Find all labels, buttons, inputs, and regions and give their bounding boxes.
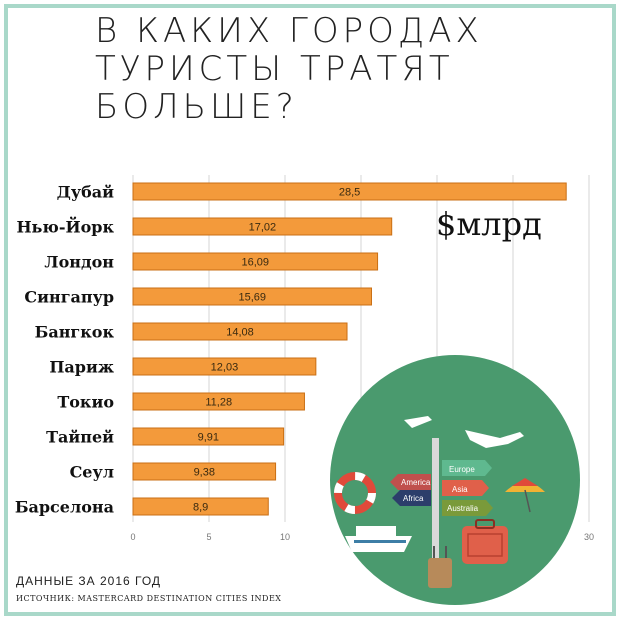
category-label: Дубай (57, 183, 115, 202)
cruise-ship-icon (345, 526, 412, 552)
category-labels: Дубай Нью-Йорк Лондон Сингапур Бангкок Париж Т… (15, 183, 115, 517)
sign-europe: Europe (449, 465, 475, 474)
category-label: Сингапур (24, 288, 114, 307)
suitcase-icon (462, 519, 508, 564)
bar (132, 252, 379, 271)
bar-value-label: 11,28 (205, 397, 232, 409)
sign-asia: Asia (452, 485, 468, 494)
sign-australia: Australia (447, 504, 479, 513)
category-label: Лондон (44, 253, 114, 272)
trolley-bag-icon (428, 546, 452, 588)
bar (132, 287, 372, 306)
airplane-icon (404, 416, 524, 448)
x-axis-ticks: 0 5 10 30 (130, 532, 594, 542)
title-line-3: БОЛЬШЕ? (95, 87, 298, 127)
bar (132, 462, 277, 481)
page-frame (4, 4, 616, 616)
category-label: Париж (49, 358, 114, 377)
title-line-1: В КАКИХ ГОРОДАХ (95, 11, 483, 51)
bar-value-label: 12,03 (211, 362, 239, 374)
bar (132, 217, 393, 236)
signpost: Europe America Asia Africa Australia (390, 438, 493, 558)
x-tick-label: 0 (130, 532, 135, 542)
sign-america: America (401, 478, 431, 487)
source-note: ИСТОЧНИК: MASTERCARD DESTINATION CITIES … (16, 594, 282, 603)
bar-value-label: 14,08 (226, 327, 254, 339)
x-tick-label: 30 (584, 532, 594, 542)
data-period-note: ДАННЫЕ ЗА 2016 ГОД (16, 574, 162, 588)
chart-title: В КАКИХ ГОРОДАХ ТУРИСТЫ ТРАТЯТ БОЛЬШЕ? (95, 12, 483, 126)
x-tick-label: 10 (280, 532, 290, 542)
bar-value-label: 15,69 (238, 292, 266, 304)
category-label: Барселона (15, 498, 114, 517)
bar (132, 357, 317, 376)
bar-value-label: 9,38 (194, 467, 215, 479)
bar-value-label: 16,09 (242, 257, 270, 269)
bar (132, 322, 348, 341)
umbrella-icon (505, 478, 545, 513)
category-label: Токио (57, 393, 114, 412)
bar (132, 427, 285, 446)
category-label: Бангкок (35, 323, 115, 342)
title-line-2: ТУРИСТЫ ТРАТЯТ (95, 49, 454, 89)
unit-label: $млрд (436, 205, 542, 243)
sign-africa: Africa (403, 494, 424, 503)
travel-illustration: Europe America Asia Africa Australia (330, 355, 580, 605)
bar-value-label: 17,02 (249, 222, 277, 234)
bar-value-label: 28,5 (339, 187, 360, 199)
bar-value-label: 9,91 (198, 432, 219, 444)
bar (132, 497, 269, 516)
lifebuoy-icon (334, 472, 376, 514)
category-label: Тайпей (46, 428, 114, 447)
x-tick-label: 5 (206, 532, 211, 542)
bar (132, 392, 305, 411)
category-label: Сеул (70, 463, 114, 482)
bar-value-label: 8,9 (193, 502, 208, 514)
bar (132, 182, 567, 201)
category-label: Нью-Йорк (16, 216, 114, 237)
bars: 28,5 17,02 16,09 15,69 14,08 12,03 11,28 9,91 9,… (132, 182, 567, 516)
